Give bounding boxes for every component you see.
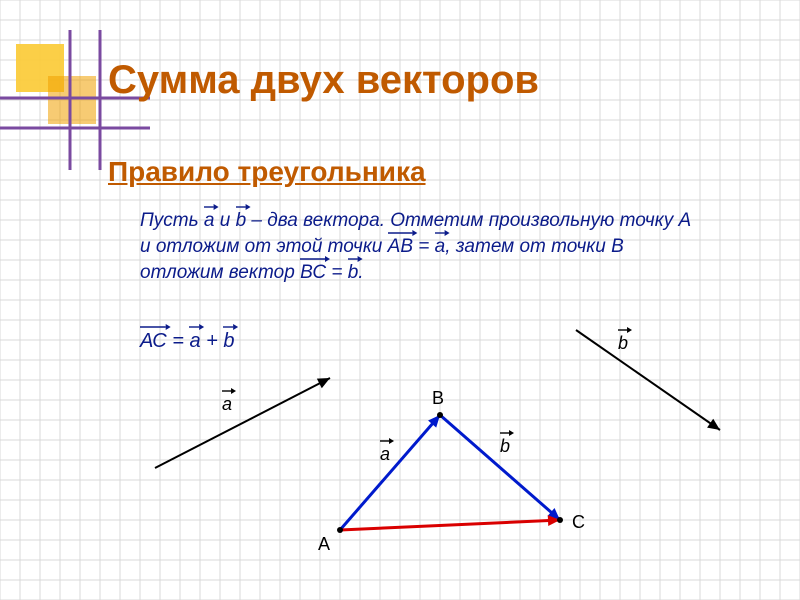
pt-B-label: В [432,388,444,409]
vec-BC-label: b [500,436,510,457]
vec-a-free-label: а [222,394,232,415]
vectors-svg [0,0,800,600]
vec-b-free-label: b [618,333,628,354]
vec-AC [340,515,560,530]
vec-AB-label: а [380,444,390,465]
pt-C-label: С [572,512,585,533]
pt-A [337,527,343,533]
vec-BC [440,415,560,520]
pt-B [437,412,443,418]
vec-b-free [576,330,720,430]
vec-a-free [155,378,330,468]
pt-C [557,517,563,523]
pt-A-label: А [318,534,330,555]
vec-AB [340,415,440,530]
